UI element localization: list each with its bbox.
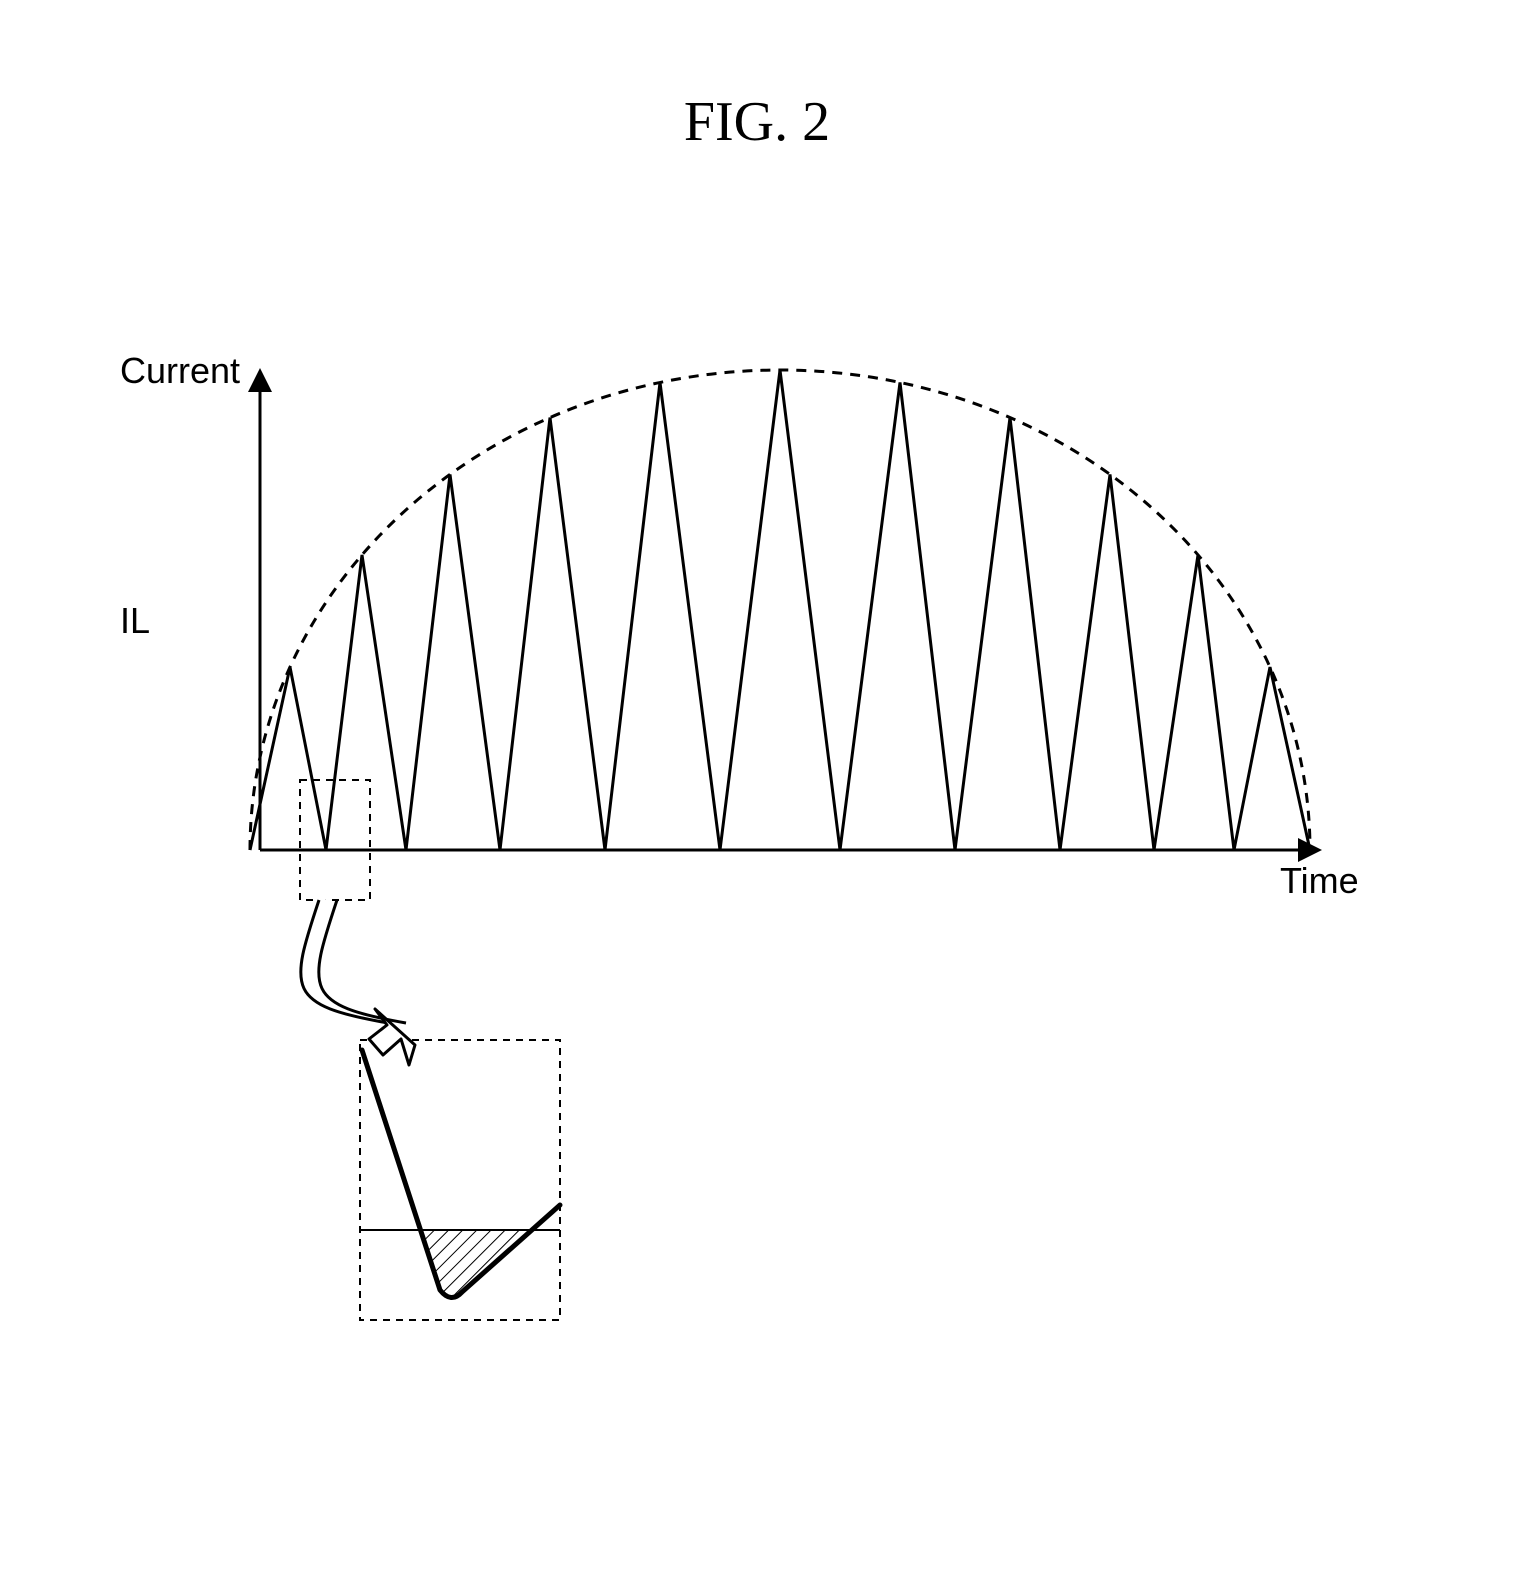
series-label-il: IL <box>120 600 150 642</box>
y-axis-label: Current <box>120 350 240 392</box>
x-axis-label: Time <box>1280 860 1359 902</box>
il-current-chart: Current IL Time <box>130 360 1390 1460</box>
chart-svg <box>130 360 1390 1460</box>
callout-source-box <box>300 780 370 900</box>
inductor-current-waveform <box>250 370 1310 850</box>
envelope-dashed <box>250 370 1310 850</box>
figure-title: FIG. 2 <box>0 90 1514 154</box>
